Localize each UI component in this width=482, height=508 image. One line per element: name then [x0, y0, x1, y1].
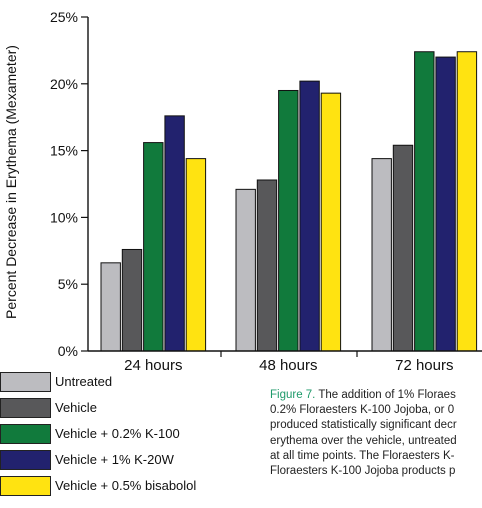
- bar: [320, 92, 342, 352]
- y-tick-label: 20%: [50, 76, 78, 92]
- caption-line-1-text: The addition of 1% Floraes: [315, 389, 456, 401]
- bar: [235, 188, 256, 352]
- legend-label: Untreated: [55, 374, 113, 389]
- caption-figure-label: Figure 7.: [270, 389, 316, 401]
- caption-line-1: Figure 7. The addition of 1% Floraes: [270, 388, 482, 403]
- legend-label: Vehicle + 0.5% bisabolol: [55, 478, 197, 493]
- legend-swatch: [0, 372, 51, 392]
- caption-line-3: produced statistically significant decr: [270, 419, 457, 432]
- y-tick-label: 15%: [50, 143, 78, 159]
- bar: [278, 89, 299, 352]
- bar: [185, 158, 207, 352]
- legend-item: Vehicle: [0, 398, 230, 420]
- y-tick-label: 0%: [58, 343, 78, 359]
- bar: [143, 142, 164, 352]
- x-category-label: 72 hours: [395, 357, 453, 372]
- bar: [414, 51, 435, 352]
- bar-chart: Percent Decrease in Erythema (Mexameter)…: [3, 9, 482, 372]
- caption-line-5: at all time points. The Floraesters K-: [270, 449, 455, 462]
- y-tick-label: 10%: [50, 209, 78, 225]
- legend-swatch: [0, 450, 51, 470]
- legend-swatch: [0, 424, 51, 444]
- caption-line-4: erythema over the vehicle, untreated: [270, 434, 457, 447]
- bar: [456, 51, 478, 352]
- bar: [256, 179, 278, 352]
- bar: [299, 80, 320, 352]
- y-axis-label: Percent Decrease in Erythema (Mexameter): [3, 45, 19, 319]
- legend-label: Vehicle + 0.2% K-100: [55, 426, 180, 441]
- legend-swatch: [0, 476, 51, 496]
- bar: [164, 115, 185, 352]
- caption-line-6: Floraesters K-100 Jojoba products p: [270, 465, 456, 478]
- x-category-label: 48 hours: [259, 357, 317, 372]
- y-tick-label: 5%: [58, 276, 78, 292]
- legend-label: Vehicle: [55, 400, 97, 415]
- legend-item: Vehicle + 0.5% bisabolol: [0, 476, 230, 498]
- legend-item: Vehicle + 1% K-20W: [0, 450, 230, 472]
- legend-item: Untreated: [0, 372, 230, 394]
- figure-caption: Figure 7. The addition of 1% Floraes 0.2…: [270, 388, 482, 508]
- bar: [100, 262, 121, 352]
- legend-label: Vehicle + 1% K-20W: [55, 452, 174, 467]
- y-tick-label: 25%: [50, 9, 78, 25]
- caption-line-2: 0.2% Floraesters K-100 Jojoba, or 0: [270, 404, 455, 417]
- bar: [435, 56, 456, 352]
- legend-swatch: [0, 398, 51, 418]
- bar: [121, 248, 143, 352]
- x-category-label: 24 hours: [124, 357, 182, 372]
- bar: [392, 144, 414, 352]
- bar: [371, 158, 392, 352]
- legend-item: Vehicle + 0.2% K-100: [0, 424, 230, 446]
